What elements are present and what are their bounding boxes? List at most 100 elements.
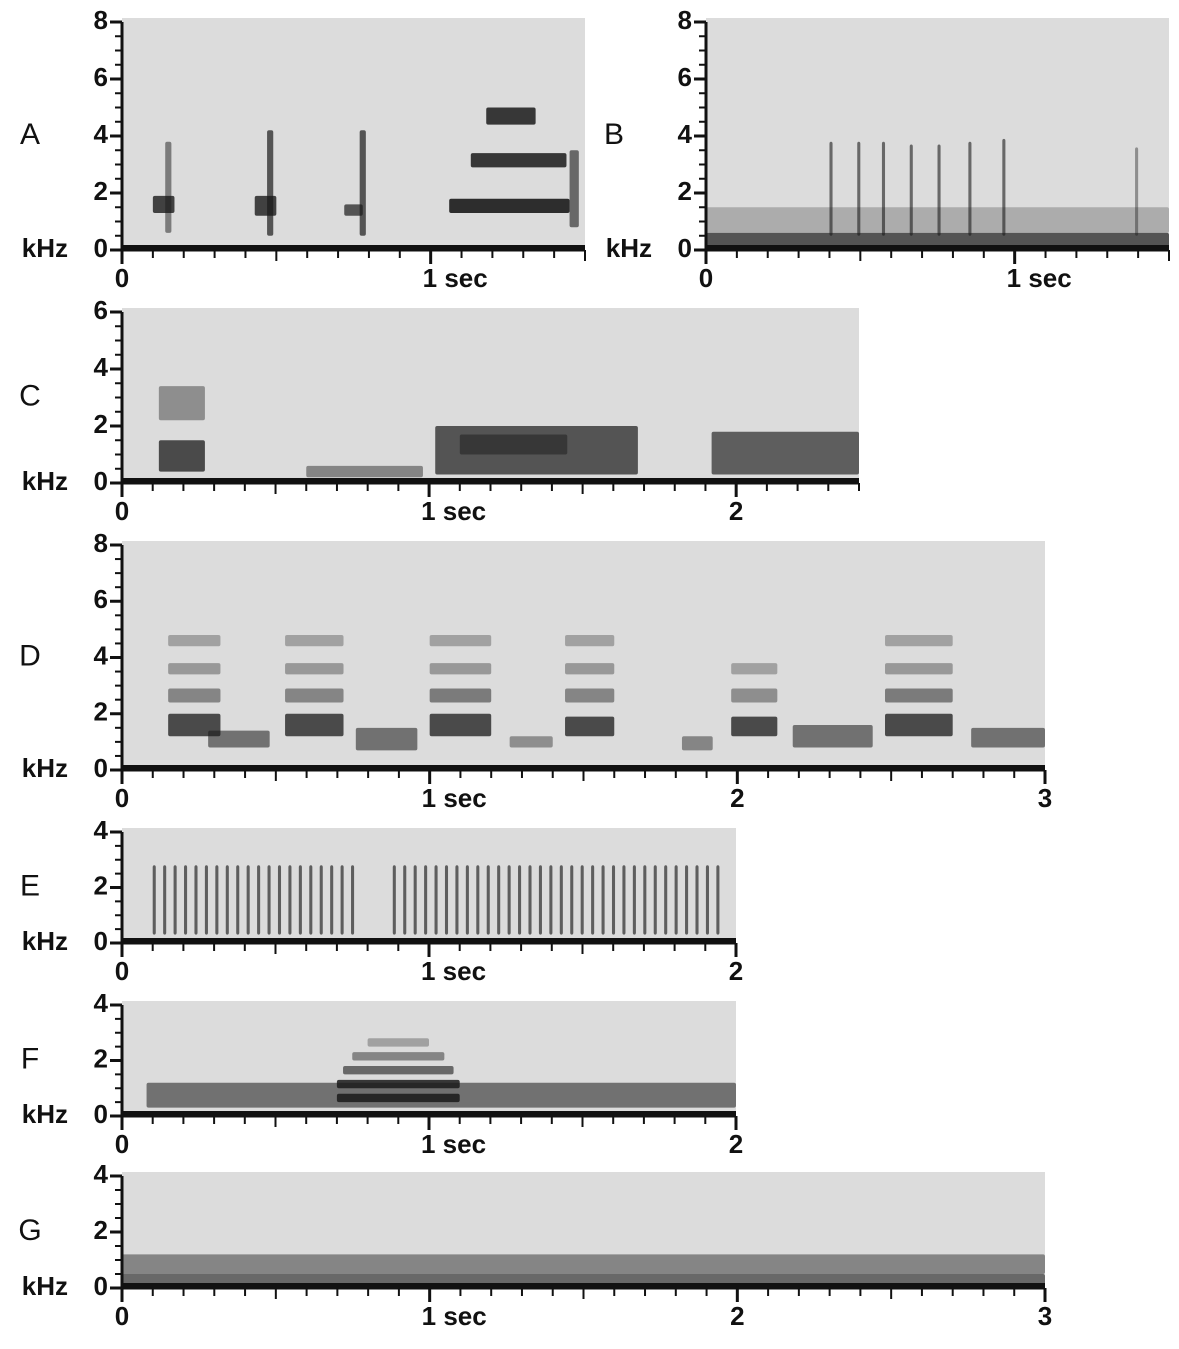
spectrogram-energy: [168, 713, 221, 737]
spectrogram-energy: [429, 635, 492, 647]
spectrogram-energy: [173, 865, 177, 935]
y-tick-label: 0: [94, 466, 108, 496]
spectrogram-energy: [909, 144, 913, 236]
spectrogram-energy: [509, 736, 553, 748]
spectrogram-energy: [351, 865, 355, 935]
spectrogram-energy: [580, 865, 584, 935]
spectrogram-energy: [643, 865, 647, 935]
baseline-band: [122, 478, 859, 484]
spectrogram-energy: [429, 663, 492, 675]
spectrogram-energy: [518, 865, 522, 935]
y-tick-label: 8: [678, 5, 692, 35]
y-tick-label: 2: [94, 1215, 108, 1245]
spectrogram-energy: [309, 865, 313, 935]
spectrogram-energy: [403, 865, 407, 935]
spectrogram-energy: [528, 865, 532, 935]
spectrogram-energy: [622, 865, 626, 935]
x-tick-label: 2: [730, 1301, 744, 1331]
spectrogram-energy: [549, 865, 553, 935]
spectrogram-energy: [538, 865, 542, 935]
y-tick-label: 0: [94, 1099, 108, 1129]
panel-letter: D: [19, 639, 41, 672]
y-tick-label: 6: [94, 62, 108, 92]
y-tick-label: 0: [94, 1271, 108, 1301]
spectrogram-energy: [165, 141, 172, 233]
spectrogram-energy: [288, 865, 292, 935]
spectrogram-energy: [716, 865, 720, 935]
spectrogram-energy: [257, 865, 261, 935]
y-tick-label: 4: [94, 815, 109, 845]
spectrogram-energy: [885, 635, 953, 647]
spectrogram-energy: [653, 865, 657, 935]
spectrogram-energy: [122, 1254, 1045, 1274]
spectrogram-energy: [392, 865, 396, 935]
x-tick-label: 3: [1038, 783, 1052, 813]
spectrogram-energy: [570, 865, 574, 935]
spectrogram-energy: [857, 141, 861, 236]
spectrogram-energy: [215, 865, 219, 935]
spectrogram-energy: [340, 865, 344, 935]
spectrogram-energy: [449, 198, 570, 213]
spectrogram-energy: [681, 736, 713, 751]
y-unit-label: kHz: [22, 466, 68, 496]
panel-letter: F: [21, 1042, 39, 1075]
y-tick-label: 6: [94, 584, 108, 614]
spectrogram-energy: [306, 465, 423, 478]
spectrogram-energy: [565, 688, 615, 703]
y-tick-label: 6: [678, 62, 692, 92]
x-tick-label: 1 sec: [421, 956, 486, 986]
y-tick-label: 4: [94, 1159, 109, 1189]
spectrogram-panel: 0 2 4 6 8 kHz B 0 1 sec: [604, 5, 1170, 293]
spectrogram-energy: [705, 865, 709, 935]
spectrogram-energy: [168, 635, 221, 647]
spectrogram-energy: [246, 865, 250, 935]
panel-letter: C: [19, 379, 41, 412]
spectrogram-energy: [277, 865, 282, 935]
spectrogram-energy: [352, 1052, 445, 1061]
baseline-band: [122, 1111, 736, 1117]
spectrogram-energy: [459, 434, 568, 455]
spectrogram-panel: 0 2 4 6 kHz C 0 1 sec 2: [19, 295, 860, 526]
spectrogram-energy: [163, 865, 167, 935]
spectrogram-energy: [711, 431, 859, 475]
spectrogram-energy: [476, 865, 480, 935]
spectrogram-energy: [413, 865, 417, 935]
y-tick-label: 2: [94, 697, 108, 727]
spectrogram-energy: [885, 713, 953, 737]
panel-letter: E: [20, 869, 40, 902]
spectrogram-panel: 0 2 4 kHz G 0 1 sec 2 3: [18, 1159, 1052, 1331]
baseline-band: [122, 938, 736, 944]
spectrogram-energy: [632, 865, 636, 935]
spectrogram-energy: [591, 865, 595, 935]
spectrogram-energy: [565, 635, 615, 647]
spectrogram-energy: [674, 865, 678, 935]
spectrogram-energy: [285, 688, 344, 703]
spectrogram-energy: [319, 865, 323, 935]
spectrogram-energy: [937, 144, 941, 236]
y-tick-label: 0: [94, 753, 108, 783]
spectrogram-energy: [344, 204, 363, 216]
spectrogram-energy: [881, 141, 886, 236]
y-tick-label: 4: [94, 640, 109, 670]
spectrogram-energy: [168, 688, 221, 703]
spectrogram-energy: [968, 141, 972, 236]
y-tick-label: 4: [94, 352, 109, 382]
spectrogram-energy: [486, 107, 536, 125]
spectrogram-energy: [359, 130, 366, 236]
x-tick-label: 2: [729, 956, 743, 986]
spectrogram-energy: [330, 865, 334, 935]
y-tick-label: 2: [94, 409, 108, 439]
spectrogram-energy: [158, 440, 205, 472]
x-tick-label: 0: [115, 783, 129, 813]
spectrogram-energy: [792, 725, 873, 748]
spectrogram-energy: [444, 865, 449, 935]
y-tick-label: 0: [94, 926, 108, 956]
y-tick-label: 2: [94, 870, 108, 900]
spectrogram-energy: [685, 865, 689, 935]
x-tick-label: 1 sec: [421, 1129, 486, 1159]
spectrogram-energy: [497, 865, 501, 935]
spectrogram-energy: [1002, 138, 1006, 236]
spectrogram-energy: [434, 865, 438, 935]
panel-letter: A: [20, 118, 40, 151]
spectrogram-energy: [355, 727, 418, 751]
